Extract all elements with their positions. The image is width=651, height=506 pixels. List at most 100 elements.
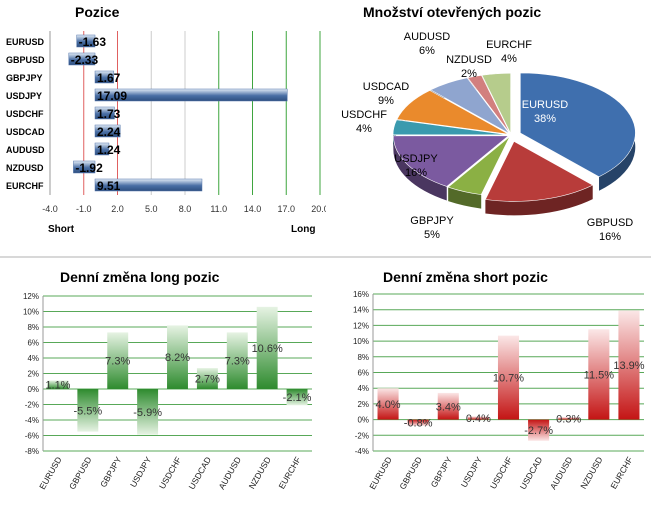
slice-gbpusd xyxy=(484,140,594,202)
x-tick-label: 14.0 xyxy=(244,204,262,214)
bar-gbpjpy xyxy=(94,70,115,84)
bar-eurusd xyxy=(47,380,69,389)
bar-usdcad xyxy=(196,368,218,389)
category-label-usdjpy: USDJPY xyxy=(6,91,42,101)
y-tick-label: 2% xyxy=(27,370,39,379)
bar-eurchf xyxy=(286,389,308,406)
bar-gbpjpy xyxy=(107,332,129,389)
short-label: Short xyxy=(48,224,75,235)
slice-eurchf xyxy=(481,73,511,134)
category-label-usdchf: USDCHF xyxy=(488,455,514,491)
bar-gbpusd xyxy=(68,52,96,66)
slice-eurusd xyxy=(519,72,636,178)
y-tick-label: 0% xyxy=(357,416,369,425)
value-label-usdchf: 1.73 xyxy=(97,107,121,121)
slice-pct-nzdusd: 2% xyxy=(461,68,477,80)
slice-audusd xyxy=(430,77,510,134)
open-positions-panel: Množství otevřených pozic EURUSD 38% GBPUS… xyxy=(326,0,651,250)
bar-usdchf xyxy=(167,325,188,389)
slice-usdjpy xyxy=(393,135,510,187)
category-label-eurusd: EURUSD xyxy=(6,37,45,47)
value-label-audusd: 0.3% xyxy=(556,413,581,425)
y-tick-label: 4% xyxy=(357,384,369,393)
slice-label-gbpusd: GBPUSD xyxy=(587,217,634,229)
bar-eurchf xyxy=(94,178,203,192)
slice-label-usdcad: USDCAD xyxy=(363,81,410,93)
y-tick-label: 12% xyxy=(353,321,369,330)
slice-pct-eurusd: 38% xyxy=(534,113,556,125)
slice-pct-usdchf: 4% xyxy=(356,123,372,135)
positions-panel: Pozice -4.0 -1.0 2.0 5.0 8.0 11.0 14.0 17.0 20.0… xyxy=(0,0,326,250)
slice-label-eurusd: EURUSD xyxy=(522,99,569,111)
bar-usdjpy xyxy=(467,416,489,420)
value-label-usdcad: 2.7% xyxy=(195,374,220,386)
category-label-nzdusd: NZDUSD xyxy=(247,455,273,491)
y-tick-label: -4% xyxy=(25,416,39,425)
y-tick-label: 6% xyxy=(357,369,369,378)
y-tick-label: 4% xyxy=(27,354,39,363)
x-tick-label: 2.0 xyxy=(111,204,124,214)
y-tick-label: 6% xyxy=(27,339,39,348)
y-tick-label: 8% xyxy=(357,353,369,362)
category-label-usdcad: USDCAD xyxy=(6,127,45,137)
bar-usdcad xyxy=(528,419,550,441)
long-change-title: Denní změna long pozic xyxy=(60,269,220,285)
value-label-gbpjpy: 3.4% xyxy=(436,401,461,413)
value-label-eurchf: 13.9% xyxy=(613,360,644,372)
x-tick-label: 17.0 xyxy=(277,204,295,214)
category-label-gbpusd: GBPUSD xyxy=(67,455,94,491)
bar-gbpusd xyxy=(77,389,99,432)
slice-label-audusd: AUDUSD xyxy=(404,31,451,43)
slice-usdcad xyxy=(396,90,509,135)
y-tick-label: 10% xyxy=(353,337,369,346)
long-change-chart: 12% 10% 8% 6% 4% 2% 0% -2% -4% -6% -8% 1.1% EURUSD -5… xyxy=(23,292,312,491)
horizontal-divider xyxy=(0,256,651,258)
bar-usdchf xyxy=(497,335,520,420)
bar-usdjpy xyxy=(137,389,159,435)
category-label-nzdusd: NZDUSD xyxy=(6,163,44,173)
y-tick-label: -4% xyxy=(355,447,369,456)
value-label-gbpjpy: 1.67 xyxy=(97,71,121,85)
value-label-usdjpy: 17.09 xyxy=(97,89,127,103)
open-positions-chart: EURUSD 38% GBPUSD 16% GBPJPY 5% USDJPY 16% USDCH… xyxy=(341,31,636,243)
category-label-audusd: AUDUSD xyxy=(216,455,243,491)
slice-pct-gbpjpy: 5% xyxy=(424,229,440,241)
bar-audusd xyxy=(94,142,110,156)
bar-nzdusd xyxy=(588,329,610,420)
category-label-usdjpy: USDJPY xyxy=(128,455,154,489)
y-tick-label: 0% xyxy=(27,385,39,394)
slice-label-eurchf: EURCHF xyxy=(486,39,532,51)
slice-gbpjpy xyxy=(447,136,511,195)
value-label-usdcad: -2.7% xyxy=(524,425,553,437)
value-label-usdjpy: 0.4% xyxy=(466,413,491,425)
value-label-gbpusd: -5.5% xyxy=(73,405,102,417)
x-tick-label: 20.0 xyxy=(311,204,326,214)
long-label: Long xyxy=(291,224,315,235)
bar-audusd xyxy=(558,417,580,420)
slice-pct-usdjpy: 16% xyxy=(405,167,427,179)
positions-chart: -4.0 -1.0 2.0 5.0 8.0 11.0 14.0 17.0 20.0 EURUSD -… xyxy=(6,31,326,235)
x-tick-label: 11.0 xyxy=(210,204,227,214)
x-tick-label: 5.0 xyxy=(145,204,158,214)
x-tick-label: 8.0 xyxy=(179,204,192,214)
bar-audusd xyxy=(226,332,248,389)
value-label-nzdusd: 11.5% xyxy=(584,369,615,381)
bar-eurusd xyxy=(377,388,399,420)
value-label-audusd: 7.3% xyxy=(225,356,250,368)
slice-nzdusd xyxy=(467,74,511,134)
slice-pct-audusd: 6% xyxy=(419,45,435,57)
bar-eurchf xyxy=(618,310,640,420)
value-label-eurchf: -2.1% xyxy=(283,392,312,404)
category-label-audusd: AUDUSD xyxy=(6,145,45,155)
category-label-nzdusd: NZDUSD xyxy=(578,455,604,491)
category-label-audusd: AUDUSD xyxy=(548,455,575,491)
y-tick-label: 16% xyxy=(353,290,369,299)
short-change-title: Denní změna short pozic xyxy=(383,269,548,285)
category-label-gbpusd: GBPUSD xyxy=(397,455,424,491)
bar-nzdusd xyxy=(256,306,278,389)
slice-pct-gbpusd: 16% xyxy=(599,231,621,243)
long-change-panel: Denní změna long pozic 12% 10% 8% 6% 4% 2% 0% -… xyxy=(0,258,326,506)
slice-pct-usdcad: 9% xyxy=(378,95,394,107)
slice-pct-eurchf: 4% xyxy=(501,53,517,65)
category-label-usdcad: USDCAD xyxy=(518,455,545,491)
